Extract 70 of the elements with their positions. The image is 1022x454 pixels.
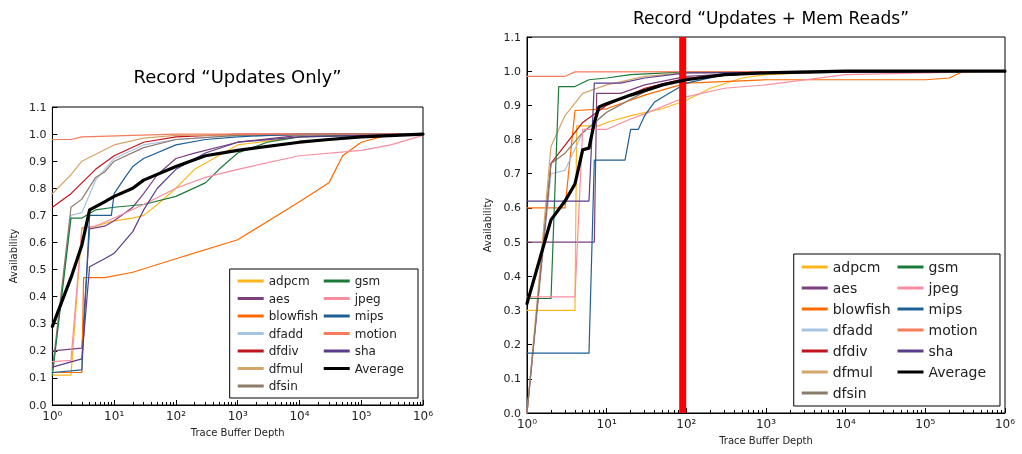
x-tick-label: 10⁶ xyxy=(994,417,1016,431)
y-tick-label: 0.8 xyxy=(503,133,521,147)
legend-label: adpcm xyxy=(832,259,881,275)
legend-label: Average xyxy=(928,364,987,380)
legend-label: adpcm xyxy=(268,274,310,288)
x-tick-label: 10⁶ xyxy=(412,409,434,423)
y-tick-label: 1.0 xyxy=(503,64,521,78)
x-tick-label: 10¹ xyxy=(104,409,125,423)
legend-label: blowfish xyxy=(832,301,891,317)
y-tick-label: 1.1 xyxy=(28,100,47,114)
y-tick-label: 0.9 xyxy=(28,154,47,168)
x-tick-label: 10³ xyxy=(227,409,248,423)
legend-label: dfdiv xyxy=(268,344,299,358)
y-tick-label: 0.3 xyxy=(28,317,47,331)
legend-label: Average xyxy=(354,361,404,376)
x-axis-title: Trace Buffer Depth xyxy=(718,434,813,446)
x-tick-label: 10⁴ xyxy=(835,417,856,431)
legend-label: dfdiv xyxy=(832,343,868,359)
legend-label: dfsin xyxy=(268,379,298,393)
legend-label: dfmul xyxy=(268,361,304,376)
chart-title: Record “Updates Only” xyxy=(133,65,342,87)
legend-label: sha xyxy=(928,343,954,359)
y-tick-label: 0.0 xyxy=(28,398,47,412)
x-tick-label: 10⁰ xyxy=(42,409,63,423)
legend-label: dfsin xyxy=(832,385,867,401)
x-tick-label: 10⁰ xyxy=(516,417,538,431)
y-tick-label: 0.4 xyxy=(503,269,521,283)
y-tick-label: 0.8 xyxy=(28,181,47,195)
y-axis-title: Availability xyxy=(7,228,19,284)
y-tick-label: 1.1 xyxy=(503,30,521,44)
y-tick-label: 0.6 xyxy=(503,201,521,215)
x-tick-label: 10⁵ xyxy=(351,409,372,423)
y-tick-label: 0.7 xyxy=(503,167,521,181)
legend-label: aes xyxy=(832,280,858,296)
legend-label: dfadd xyxy=(832,322,873,338)
x-tick-label: 10⁵ xyxy=(915,417,936,431)
y-tick-label: 0.6 xyxy=(28,235,47,249)
legend-label: gsm xyxy=(928,259,959,275)
x-tick-label: 10³ xyxy=(755,417,777,431)
x-tick-label: 10² xyxy=(676,417,697,431)
x-axis-title: Trace Buffer Depth xyxy=(189,426,285,438)
y-tick-label: 0.0 xyxy=(503,406,521,420)
legend-label: dfmul xyxy=(832,364,873,380)
y-tick-label: 1.0 xyxy=(28,127,47,141)
y-tick-label: 0.5 xyxy=(503,235,521,249)
legend-label: mips xyxy=(354,309,384,323)
y-tick-label: 0.1 xyxy=(503,372,521,386)
y-tick-label: 0.9 xyxy=(503,98,521,112)
y-axis-title: Availability xyxy=(482,197,494,253)
y-tick-label: 0.5 xyxy=(28,263,47,277)
legend-label: motion xyxy=(928,322,978,338)
legend-label: mips xyxy=(928,301,963,317)
legend-label: jpeg xyxy=(927,280,959,296)
y-tick-label: 0.2 xyxy=(28,344,47,358)
legend-label: jpeg xyxy=(353,291,381,306)
x-tick-label: 10² xyxy=(165,409,187,423)
legend-label: gsm xyxy=(354,274,381,288)
legend-label: aes xyxy=(268,291,290,306)
legend-label: motion xyxy=(354,326,397,341)
x-tick-label: 10¹ xyxy=(596,417,617,431)
y-tick-label: 0.1 xyxy=(28,371,47,385)
legend-label: sha xyxy=(354,344,376,358)
y-tick-label: 0.7 xyxy=(28,208,47,222)
legend-label: dfadd xyxy=(268,326,304,341)
chart-title: Record “Updates + Mem Reads” xyxy=(633,7,909,28)
y-tick-label: 0.3 xyxy=(503,303,521,317)
y-tick-label: 0.4 xyxy=(28,290,47,304)
y-tick-label: 0.2 xyxy=(503,338,521,352)
legend-label: blowfish xyxy=(268,309,319,323)
x-tick-label: 10⁴ xyxy=(289,409,310,423)
